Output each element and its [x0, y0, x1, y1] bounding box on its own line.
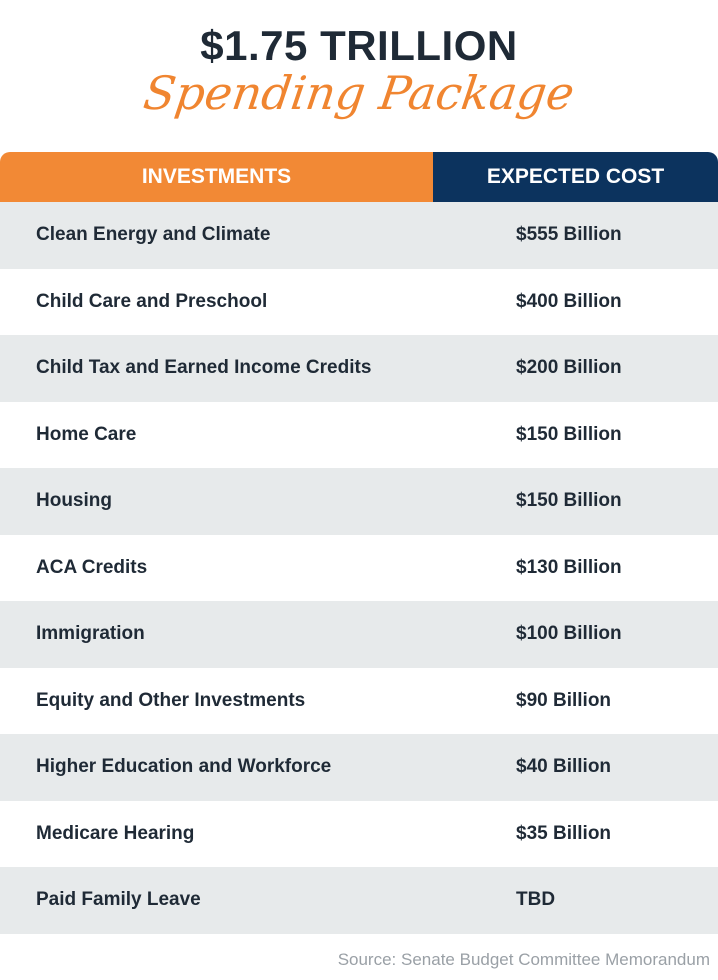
table-row: Paid Family Leave TBD: [0, 867, 718, 934]
table-cell: Child Tax and Earned Income Credits: [36, 357, 372, 379]
table-row: Higher Education and Workforce $40 Billio…: [0, 734, 718, 801]
title: $1.75 TRILLION: [200, 22, 518, 69]
table-cell: $90 Billion: [516, 689, 612, 711]
table-cell: $555 Billion: [516, 224, 622, 246]
table-cell: $150 Billion: [516, 490, 622, 512]
source: Source: Senate Budget Committee Memorand…: [337, 950, 710, 969]
table-cell: $40 Billion: [516, 756, 612, 778]
table-cell: Paid Family Leave: [36, 889, 201, 911]
table-cell: Higher Education and Workforce: [36, 756, 332, 778]
table-cell: ACA Credits: [36, 556, 148, 578]
table-cell: Child Care and Preschool: [36, 290, 268, 312]
table-cell: $35 Billion: [516, 822, 612, 844]
table-cell: $100 Billion: [516, 623, 622, 645]
table-row: Child Care and Preschool $400 Billion: [0, 269, 718, 336]
table-cell: Immigration: [36, 623, 145, 645]
table-row: Immigration $100 Billion: [0, 601, 718, 668]
table-cell: $150 Billion: [516, 423, 622, 445]
table-row: Medicare Hearing $35 Billion: [0, 801, 718, 868]
table-cell: Clean Energy and Climate: [36, 224, 271, 246]
table-cell: Medicare Hearing: [36, 822, 195, 844]
table-row: Equity and Other Investments $90 Billion: [0, 668, 718, 735]
table-row: ACA Credits $130 Billion: [0, 535, 718, 602]
table-cell: $130 Billion: [516, 556, 622, 578]
table-cell: Housing: [36, 490, 112, 512]
table-cell: $400 Billion: [516, 290, 622, 312]
table: INVESTMENTS EXPECTED COST Clean Energy a…: [0, 152, 718, 934]
column-header: INVESTMENTS: [0, 152, 433, 202]
table-cell: TBD: [516, 889, 556, 911]
table-row: Housing $150 Billion: [0, 468, 718, 535]
table-row: Clean Energy and Climate $555 Billion: [0, 202, 718, 269]
table-row: Child Tax and Earned Income Credits $200 …: [0, 335, 718, 402]
column-header: EXPECTED COST: [433, 152, 718, 202]
table-cell: Equity and Other Investments: [36, 689, 306, 711]
subtitle: Spending Package: [140, 66, 578, 120]
table-cell: $200 Billion: [516, 357, 622, 379]
table-row: Home Care $150 Billion: [0, 402, 718, 469]
table-header: INVESTMENTS EXPECTED COST: [0, 152, 718, 202]
table-cell: Home Care: [36, 423, 137, 445]
